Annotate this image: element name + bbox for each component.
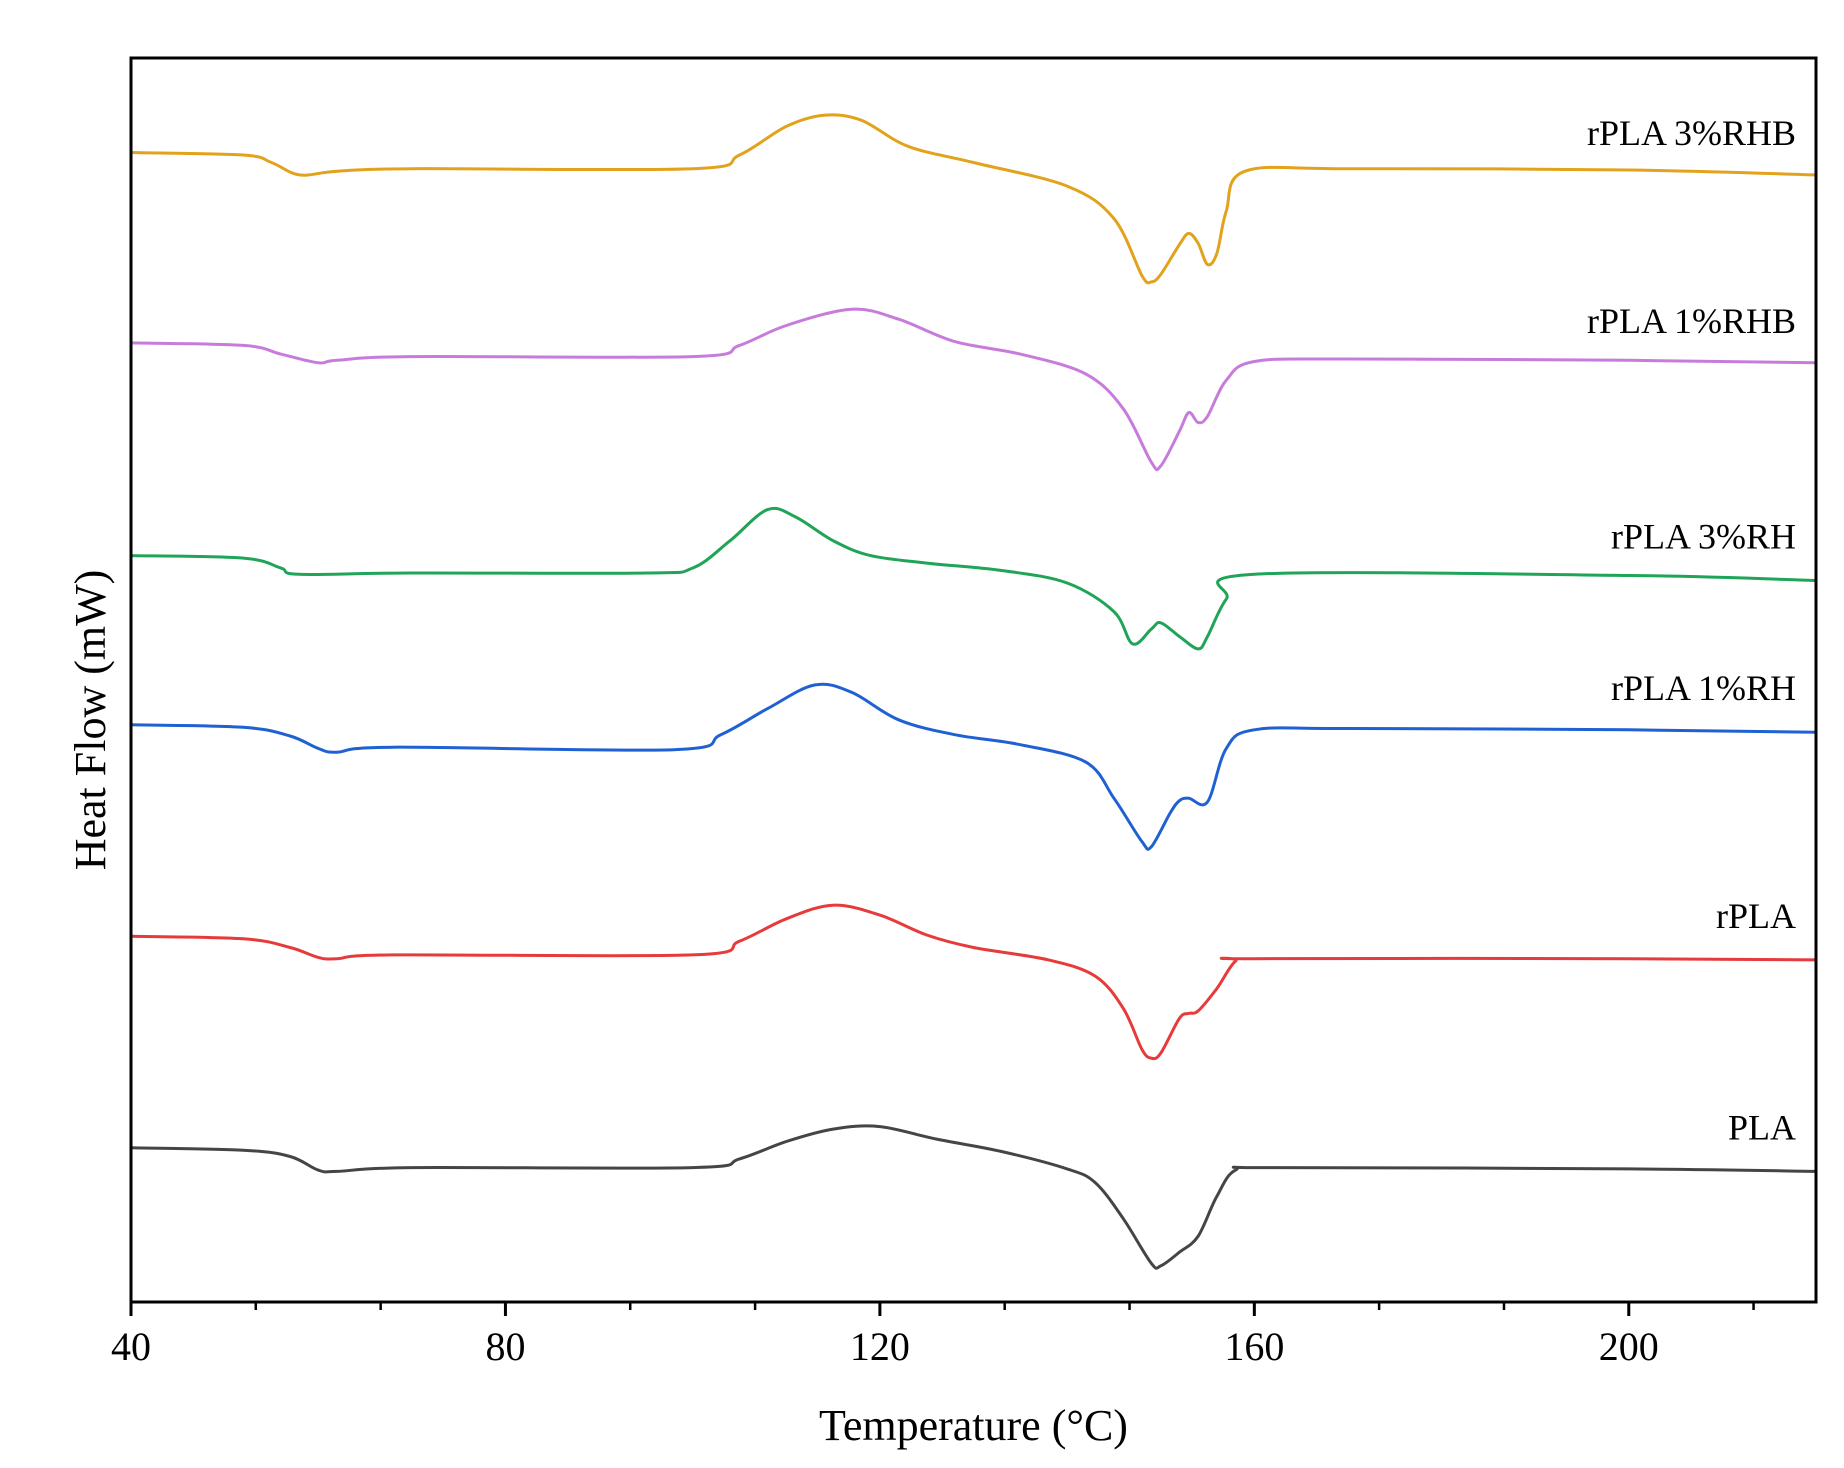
x-tick-label: 200 <box>1599 1324 1659 1369</box>
series-line-rpla-3pct-rhb <box>130 113 1817 285</box>
series-line-rpla-1pct-rhb <box>130 307 1817 472</box>
series-label-rpla-1pct-rhb: rPLA 1%RHB <box>1587 301 1796 341</box>
series-label-rpla-1pct-rh: rPLA 1%RH <box>1611 668 1796 708</box>
series-line-rpla-3pct-rh <box>130 506 1817 651</box>
series-label-rpla: rPLA <box>1716 896 1796 936</box>
x-tick-label: 80 <box>485 1324 525 1369</box>
series-label-rpla-3pct-rhb: rPLA 3%RHB <box>1587 113 1796 153</box>
x-tick-label: 40 <box>111 1324 151 1369</box>
x-axis-title: Temperature (°C) <box>819 1401 1128 1450</box>
series-group <box>130 113 1817 1270</box>
x-tick-label: 160 <box>1224 1324 1284 1369</box>
plot-frame <box>129 56 1818 1304</box>
series-line-pla <box>130 1124 1817 1270</box>
x-tick-label: 120 <box>850 1324 910 1369</box>
series-label-pla: PLA <box>1728 1107 1796 1147</box>
series-label-rpla-3pct-rh: rPLA 3%RH <box>1611 516 1796 556</box>
series-line-rpla <box>130 903 1817 1061</box>
series-labels: rPLA 3%RHB rPLA 1%RHB rPLA 3%RH rPLA 1%RH rP… <box>1587 113 1796 1147</box>
y-axis-title: Heat Flow (mW) <box>66 570 115 871</box>
x-axis-ticks: 40 80 120 160 200 <box>111 1302 1755 1369</box>
series-line-rpla-1pct-rh <box>130 682 1817 851</box>
